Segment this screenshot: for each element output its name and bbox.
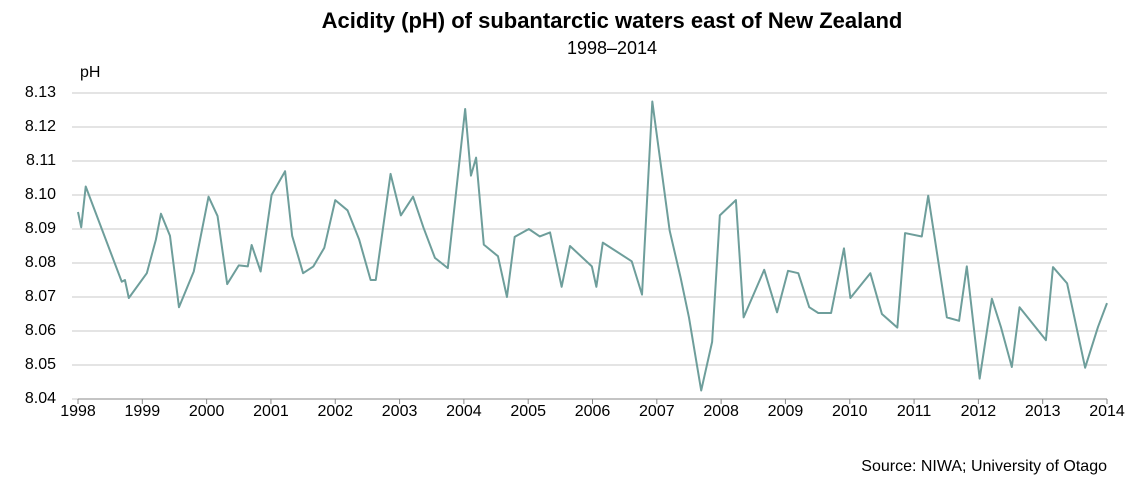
y-tick-label: 8.08 bbox=[25, 254, 56, 271]
y-tick-label: 8.06 bbox=[25, 322, 56, 339]
source: Source: NIWA; University of Otago bbox=[861, 458, 1107, 475]
data-line bbox=[77, 100, 1108, 392]
chart-title: Acidity (pH) of subantarctic waters east… bbox=[322, 8, 903, 33]
x-tick-label: 2002 bbox=[317, 403, 353, 420]
y-tick-label: 8.09 bbox=[25, 220, 56, 237]
x-tick-label: 2006 bbox=[575, 403, 611, 420]
y-tick-label: 8.05 bbox=[25, 356, 56, 373]
y-tick-label: 8.12 bbox=[25, 118, 56, 135]
x-tick-label: 2011 bbox=[897, 403, 932, 420]
x-tick-label: 2007 bbox=[639, 403, 675, 420]
x-tick-label: 2004 bbox=[446, 403, 482, 420]
x-tick-label: 2005 bbox=[510, 403, 546, 420]
x-tick-label: 2008 bbox=[703, 403, 739, 420]
y-tick-label: 8.13 bbox=[25, 84, 56, 101]
x-tick-label: 2003 bbox=[382, 403, 418, 420]
y-tick-label: 8.11 bbox=[26, 152, 56, 169]
y-tick-label: 8.10 bbox=[25, 186, 56, 203]
x-tick-label: 2013 bbox=[1025, 403, 1061, 420]
y-tick-label: 8.07 bbox=[25, 288, 56, 305]
x-tick-label: 2014 bbox=[1089, 403, 1125, 420]
x-tick-label: 2012 bbox=[961, 403, 997, 420]
chart-subtitle: 1998–2014 bbox=[567, 38, 657, 58]
x-tick-label: 2009 bbox=[768, 403, 804, 420]
x-tick-label: 2000 bbox=[189, 403, 225, 420]
x-tick-label: 2001 bbox=[253, 403, 289, 420]
x-tick-label: 2010 bbox=[832, 403, 868, 420]
x-tick-label: 1998 bbox=[60, 403, 96, 420]
x-tick-label: 1999 bbox=[125, 403, 161, 420]
y-tick-label: 8.04 bbox=[25, 390, 56, 407]
y-axis-label: pH bbox=[80, 64, 100, 81]
